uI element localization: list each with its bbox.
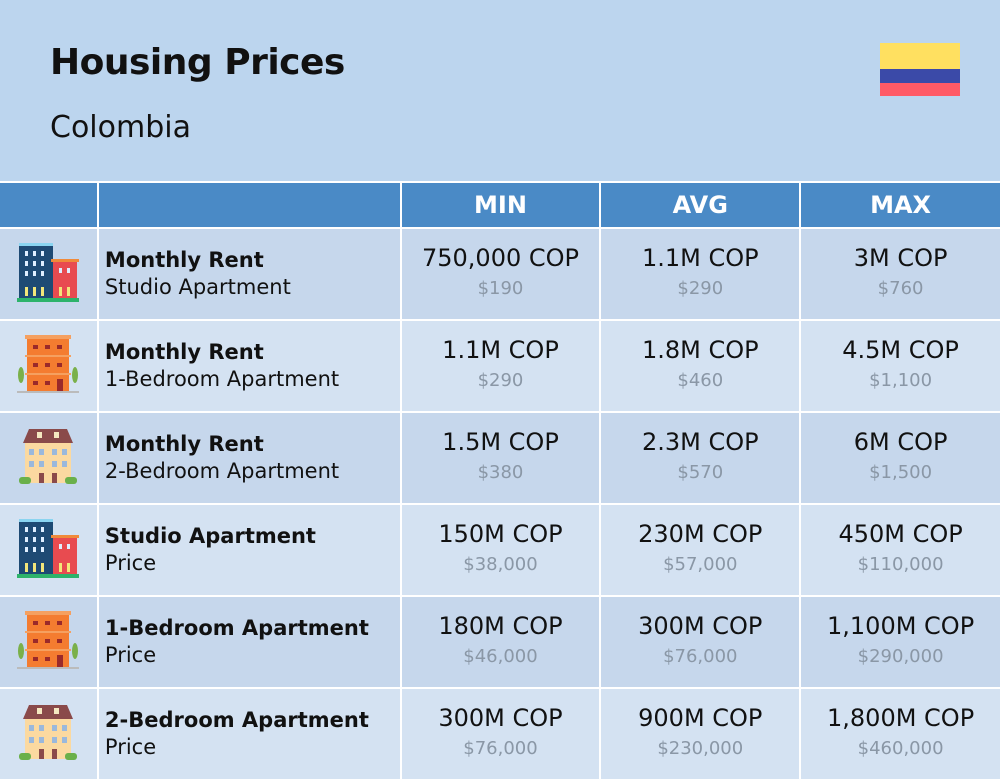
max-local-price: 1,100M COP	[827, 612, 975, 640]
table-row: 1-Bedroom Apartment Price 180M COP $46,000 3…	[0, 596, 1000, 689]
max-local-price: 450M COP	[838, 520, 963, 548]
table-row: Monthly Rent 1-Bedroom Apartment 1.1M COP $…	[0, 320, 1000, 413]
avg-local-price: 2.3M COP	[641, 428, 759, 456]
table-row: Monthly Rent 2-Bedroom Apartment 1.5M COP $…	[0, 412, 1000, 505]
highrise-building-icon	[0, 228, 99, 321]
min-cell: 150M COP $38,000	[399, 504, 602, 597]
min-usd-price: $190	[477, 278, 524, 299]
max-usd-price: $1,500	[869, 462, 933, 483]
min-cell: 1.5M COP $380	[399, 412, 602, 505]
table-row: 2-Bedroom Apartment Price 300M COP $76,000 9…	[0, 688, 1000, 781]
row-label: 2-Bedroom Apartment Price	[96, 688, 402, 781]
avg-local-price: 1.8M COP	[641, 336, 759, 364]
orange-apartment-building-icon	[0, 320, 99, 413]
row-subtitle: 2-Bedroom Apartment	[104, 459, 340, 483]
row-subtitle: Price	[104, 735, 157, 759]
avg-cell: 900M COP $230,000	[599, 688, 802, 781]
row-label: Monthly Rent Studio Apartment	[96, 228, 402, 321]
min-local-price: 150M COP	[438, 520, 563, 548]
avg-usd-price: $57,000	[663, 554, 738, 575]
avg-usd-price: $290	[677, 278, 724, 299]
avg-cell: 230M COP $57,000	[599, 504, 802, 597]
max-cell: 6M COP $1,500	[799, 412, 1000, 505]
row-label: Monthly Rent 1-Bedroom Apartment	[96, 320, 402, 413]
table-header-row: MIN AVG MAX	[0, 181, 1000, 229]
avg-local-price: 300M COP	[638, 612, 763, 640]
row-title: 1-Bedroom Apartment	[104, 616, 369, 640]
colombia-flag-icon	[880, 43, 960, 96]
row-title: Monthly Rent	[104, 340, 264, 364]
max-local-price: 4.5M COP	[842, 336, 959, 364]
row-subtitle: 1-Bedroom Apartment	[104, 367, 340, 391]
house-building-icon	[0, 688, 99, 781]
min-cell: 300M COP $76,000	[399, 688, 602, 781]
max-usd-price: $1,100	[869, 370, 933, 391]
min-usd-price: $76,000	[463, 738, 538, 759]
country-subtitle: Colombia	[50, 110, 191, 145]
row-title: 2-Bedroom Apartment	[104, 708, 369, 732]
row-label: 1-Bedroom Apartment Price	[96, 596, 402, 689]
price-table: MIN AVG MAX Monthly Rent Studio Apartment…	[0, 181, 1000, 781]
header-min: MIN	[399, 181, 602, 229]
avg-usd-price: $230,000	[657, 738, 744, 759]
min-local-price: 1.5M COP	[442, 428, 559, 456]
avg-cell: 1.1M COP $290	[599, 228, 802, 321]
min-usd-price: $38,000	[463, 554, 538, 575]
table-row: Monthly Rent Studio Apartment 750,000 COP $…	[0, 228, 1000, 321]
max-local-price: 1,800M COP	[827, 704, 975, 732]
header-label-col	[96, 181, 402, 229]
min-cell: 750,000 COP $190	[399, 228, 602, 321]
avg-cell: 300M COP $76,000	[599, 596, 802, 689]
row-subtitle: Studio Apartment	[104, 275, 291, 299]
table-row: Studio Apartment Price 150M COP $38,000 230M…	[0, 504, 1000, 597]
house-building-icon	[0, 412, 99, 505]
min-local-price: 750,000 COP	[421, 244, 579, 272]
min-cell: 1.1M COP $290	[399, 320, 602, 413]
max-cell: 1,800M COP $460,000	[799, 688, 1000, 781]
row-subtitle: Price	[104, 551, 157, 575]
avg-usd-price: $76,000	[663, 646, 738, 667]
min-usd-price: $290	[477, 370, 524, 391]
max-cell: 3M COP $760	[799, 228, 1000, 321]
max-cell: 1,100M COP $290,000	[799, 596, 1000, 689]
min-local-price: 180M COP	[438, 612, 563, 640]
avg-local-price: 1.1M COP	[641, 244, 759, 272]
avg-local-price: 230M COP	[638, 520, 763, 548]
header-max: MAX	[799, 181, 1000, 229]
min-local-price: 1.1M COP	[442, 336, 559, 364]
max-usd-price: $760	[877, 278, 924, 299]
header-icon-col	[0, 181, 99, 229]
min-usd-price: $46,000	[463, 646, 538, 667]
max-local-price: 3M COP	[853, 244, 948, 272]
row-title: Monthly Rent	[104, 248, 264, 272]
max-cell: 450M COP $110,000	[799, 504, 1000, 597]
row-title: Monthly Rent	[104, 432, 264, 456]
min-usd-price: $380	[477, 462, 524, 483]
max-usd-price: $290,000	[857, 646, 944, 667]
row-title: Studio Apartment	[104, 524, 316, 548]
avg-cell: 1.8M COP $460	[599, 320, 802, 413]
avg-usd-price: $570	[677, 462, 724, 483]
avg-cell: 2.3M COP $570	[599, 412, 802, 505]
min-cell: 180M COP $46,000	[399, 596, 602, 689]
max-local-price: 6M COP	[853, 428, 948, 456]
row-subtitle: Price	[104, 643, 157, 667]
highrise-building-icon	[0, 504, 99, 597]
orange-apartment-building-icon	[0, 596, 99, 689]
max-usd-price: $110,000	[857, 554, 944, 575]
min-local-price: 300M COP	[438, 704, 563, 732]
avg-usd-price: $460	[677, 370, 724, 391]
max-cell: 4.5M COP $1,100	[799, 320, 1000, 413]
row-label: Studio Apartment Price	[96, 504, 402, 597]
header-avg: AVG	[599, 181, 802, 229]
max-usd-price: $460,000	[857, 738, 944, 759]
page-title: Housing Prices	[50, 42, 345, 83]
row-label: Monthly Rent 2-Bedroom Apartment	[96, 412, 402, 505]
avg-local-price: 900M COP	[638, 704, 763, 732]
